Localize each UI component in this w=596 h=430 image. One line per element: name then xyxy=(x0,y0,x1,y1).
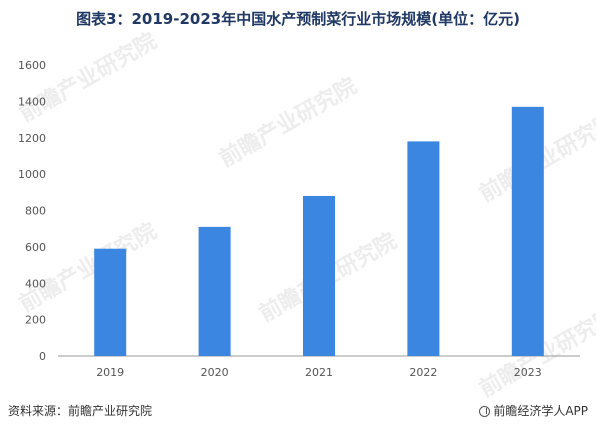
y-tick-label: 1400 xyxy=(18,95,46,108)
bar xyxy=(303,195,335,356)
bar xyxy=(94,248,127,356)
chart-title: 图表3：2019-2023年中国水产预制菜行业市场规模(单位：亿元) xyxy=(76,10,520,28)
x-tick-label: 2020 xyxy=(201,366,229,379)
bar xyxy=(198,226,231,356)
bar xyxy=(511,106,544,356)
brand-logo-icon xyxy=(479,406,491,417)
x-tick-label: 2022 xyxy=(409,366,437,379)
y-tick-label: 1200 xyxy=(18,132,46,145)
x-tick-label: 2023 xyxy=(514,366,542,379)
x-tick-label: 2019 xyxy=(96,366,124,379)
y-tick-label: 800 xyxy=(25,205,46,218)
y-tick-label: 400 xyxy=(25,277,46,290)
y-tick-label: 1000 xyxy=(18,168,46,181)
y-tick-label: 0 xyxy=(39,350,46,363)
source-note: 资料来源：前瞻产业研究院 xyxy=(8,404,153,418)
x-tick-label: 2021 xyxy=(305,366,333,379)
y-tick-label: 600 xyxy=(25,241,46,254)
brand-note: 前瞻经济学人APP xyxy=(479,402,588,419)
y-tick-label: 1600 xyxy=(18,59,46,72)
brand-label: 前瞻经济学人APP xyxy=(493,404,588,418)
bar xyxy=(407,141,440,356)
y-tick-label: 200 xyxy=(25,314,46,327)
